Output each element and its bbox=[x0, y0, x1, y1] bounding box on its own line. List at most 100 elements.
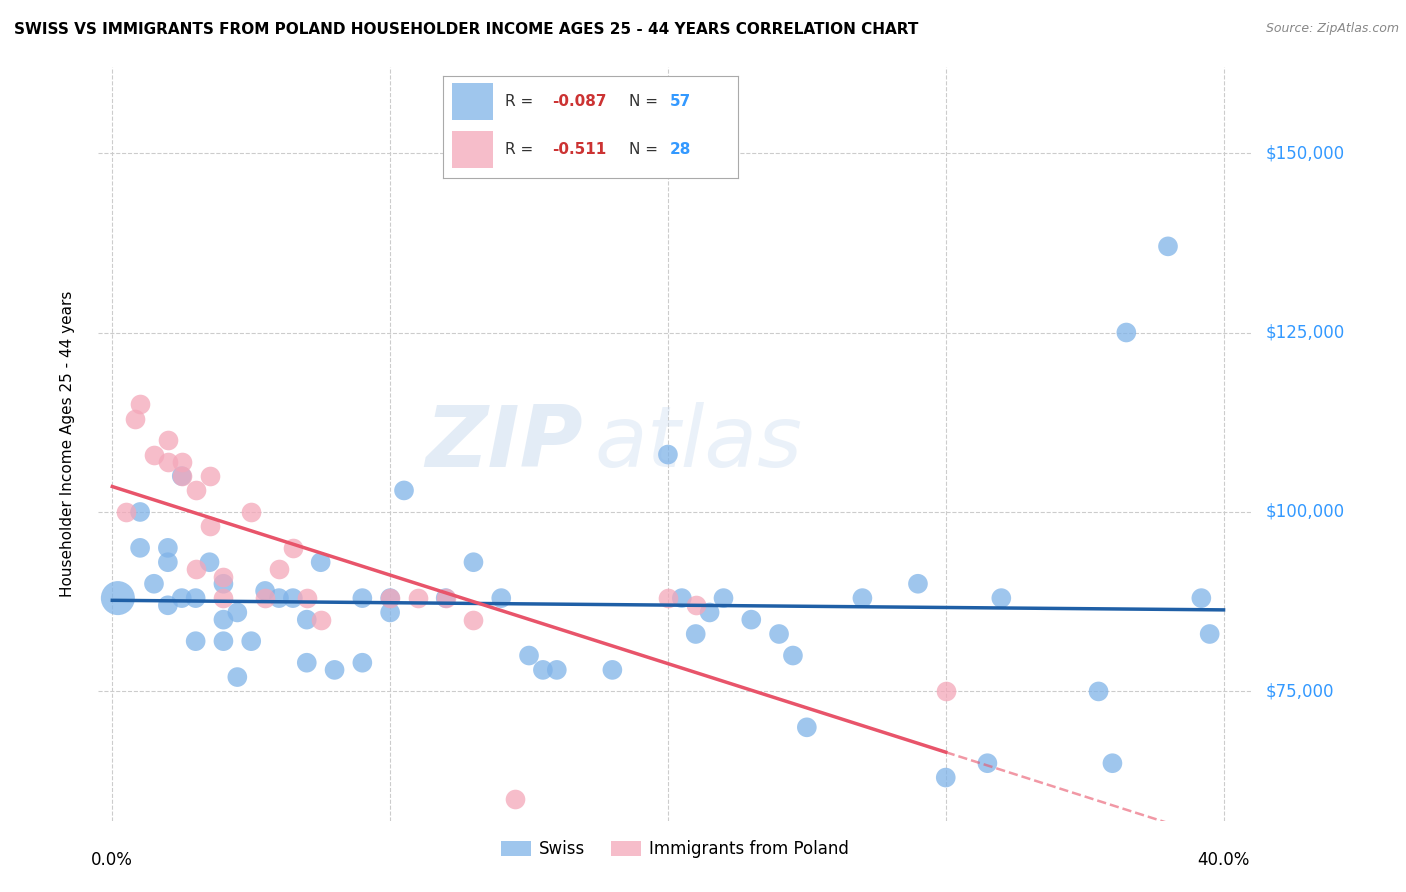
Point bbox=[685, 599, 707, 613]
Point bbox=[198, 555, 221, 569]
Bar bbox=[451, 83, 494, 120]
Point bbox=[378, 606, 401, 620]
Point bbox=[170, 591, 193, 606]
Point bbox=[143, 576, 166, 591]
Point bbox=[434, 591, 457, 606]
Point bbox=[1157, 239, 1180, 253]
Text: $125,000: $125,000 bbox=[1265, 324, 1344, 342]
Point bbox=[796, 720, 818, 734]
Point bbox=[782, 648, 804, 663]
Point bbox=[685, 627, 707, 641]
Text: 0.0%: 0.0% bbox=[91, 851, 134, 869]
Point bbox=[406, 591, 429, 606]
Point bbox=[1198, 627, 1220, 641]
Point bbox=[392, 483, 415, 498]
Point bbox=[170, 455, 193, 469]
Point bbox=[170, 469, 193, 483]
Point bbox=[254, 591, 277, 606]
Point bbox=[768, 627, 790, 641]
Text: N =: N = bbox=[628, 94, 662, 109]
Point bbox=[463, 555, 485, 569]
Point bbox=[129, 505, 152, 519]
Point bbox=[657, 448, 679, 462]
Text: 40.0%: 40.0% bbox=[1198, 851, 1250, 869]
Text: $100,000: $100,000 bbox=[1265, 503, 1344, 521]
Point bbox=[156, 541, 179, 555]
Point bbox=[143, 448, 166, 462]
Text: Source: ZipAtlas.com: Source: ZipAtlas.com bbox=[1265, 22, 1399, 36]
Point bbox=[226, 670, 249, 684]
Point bbox=[671, 591, 693, 606]
Point bbox=[240, 634, 263, 648]
Point bbox=[740, 613, 762, 627]
Text: ZIP: ZIP bbox=[425, 402, 582, 485]
Text: atlas: atlas bbox=[595, 402, 803, 485]
Point bbox=[531, 663, 554, 677]
Text: $75,000: $75,000 bbox=[1265, 682, 1334, 700]
Point bbox=[226, 606, 249, 620]
Point bbox=[935, 684, 957, 698]
Point bbox=[1087, 684, 1109, 698]
Point bbox=[156, 455, 179, 469]
Legend: Swiss, Immigrants from Poland: Swiss, Immigrants from Poland bbox=[495, 834, 855, 865]
Point bbox=[295, 591, 318, 606]
Text: N =: N = bbox=[628, 142, 662, 157]
Text: $150,000: $150,000 bbox=[1265, 144, 1344, 162]
Point bbox=[434, 591, 457, 606]
Point bbox=[212, 576, 235, 591]
Point bbox=[1101, 756, 1123, 771]
Point bbox=[503, 792, 526, 806]
Point bbox=[990, 591, 1012, 606]
Point bbox=[602, 663, 624, 677]
Point bbox=[212, 613, 235, 627]
Point bbox=[546, 663, 568, 677]
Point bbox=[976, 756, 998, 771]
Y-axis label: Householder Income Ages 25 - 44 years: Householder Income Ages 25 - 44 years bbox=[60, 291, 75, 597]
Point bbox=[699, 606, 721, 620]
Point bbox=[107, 591, 129, 606]
Point bbox=[129, 541, 152, 555]
Point bbox=[378, 591, 401, 606]
Point bbox=[657, 591, 679, 606]
Point bbox=[1115, 326, 1137, 340]
Point bbox=[713, 591, 735, 606]
Text: 28: 28 bbox=[671, 142, 692, 157]
Point bbox=[254, 583, 277, 598]
Point bbox=[517, 648, 540, 663]
Point bbox=[212, 634, 235, 648]
Point bbox=[170, 469, 193, 483]
Point bbox=[309, 613, 332, 627]
Point bbox=[267, 562, 290, 576]
Point bbox=[124, 411, 146, 425]
Text: -0.511: -0.511 bbox=[553, 142, 606, 157]
Point bbox=[352, 591, 374, 606]
Bar bbox=[451, 131, 494, 168]
Point bbox=[1189, 591, 1212, 606]
Text: R =: R = bbox=[505, 94, 538, 109]
Point bbox=[378, 591, 401, 606]
Point bbox=[156, 433, 179, 447]
Point bbox=[491, 591, 513, 606]
Point bbox=[198, 469, 221, 483]
Point bbox=[281, 591, 304, 606]
Point bbox=[184, 483, 207, 498]
Point bbox=[212, 569, 235, 583]
Point bbox=[184, 591, 207, 606]
Text: -0.087: -0.087 bbox=[553, 94, 606, 109]
Text: SWISS VS IMMIGRANTS FROM POLAND HOUSEHOLDER INCOME AGES 25 - 44 YEARS CORRELATIO: SWISS VS IMMIGRANTS FROM POLAND HOUSEHOL… bbox=[14, 22, 918, 37]
Point bbox=[198, 519, 221, 533]
Point bbox=[463, 613, 485, 627]
Point bbox=[129, 397, 152, 411]
Point bbox=[156, 555, 179, 569]
Point bbox=[935, 771, 957, 785]
Text: R =: R = bbox=[505, 142, 543, 157]
Point bbox=[267, 591, 290, 606]
Text: 57: 57 bbox=[671, 94, 692, 109]
Point bbox=[115, 505, 138, 519]
Point bbox=[240, 505, 263, 519]
Point bbox=[156, 599, 179, 613]
Point bbox=[309, 555, 332, 569]
Point bbox=[352, 656, 374, 670]
Point bbox=[184, 634, 207, 648]
Point bbox=[323, 663, 346, 677]
